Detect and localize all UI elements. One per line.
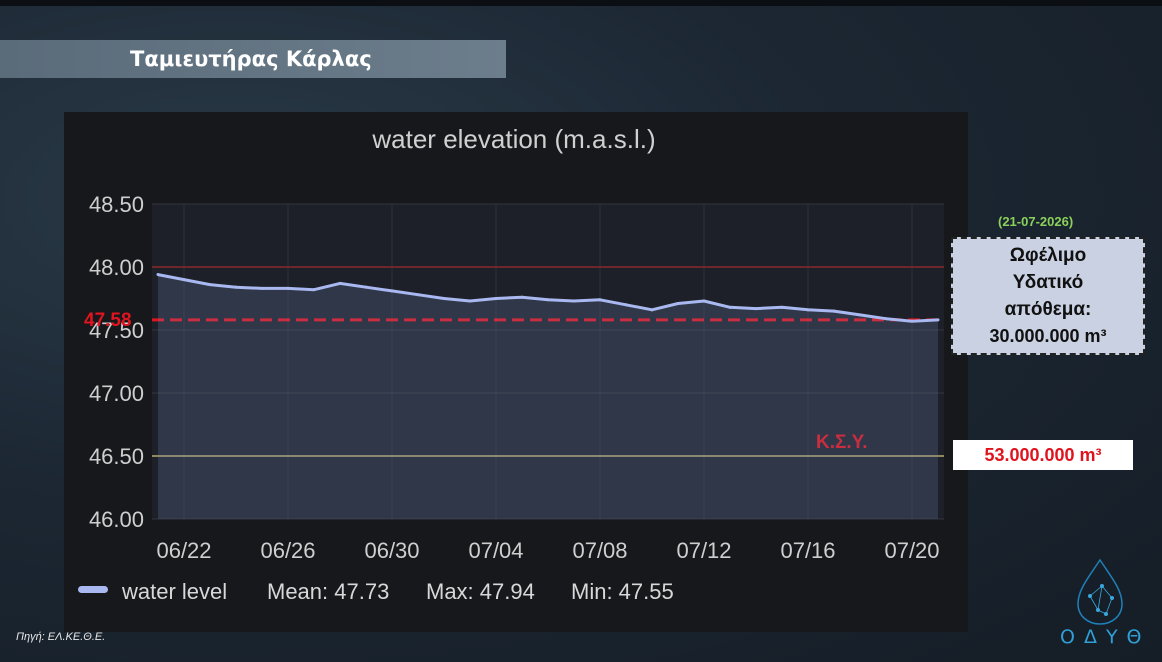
storage-box: Ωφέλιμο Υδατικό απόθεμα: 30.000.000 m³ [951, 237, 1145, 355]
legend-max: Max: 47.94 [426, 579, 535, 604]
data-point [182, 278, 186, 282]
y-tick-label: 48.00 [89, 255, 144, 280]
series-area [158, 274, 938, 519]
data-point [494, 297, 498, 300]
legend-swatch [78, 586, 108, 593]
x-tick-label: 06/30 [364, 538, 419, 563]
data-point [286, 286, 290, 290]
data-point [676, 302, 680, 306]
data-point [208, 283, 212, 287]
storage-line-2: Υδατικό [1012, 272, 1084, 293]
chart-title: water elevation (m.a.s.l.) [371, 124, 655, 154]
data-point [936, 318, 940, 322]
data-point [884, 317, 888, 321]
data-point [728, 305, 732, 309]
x-tick-label: 07/16 [780, 538, 835, 563]
data-point [156, 273, 160, 277]
x-tick-label: 07/20 [884, 538, 939, 563]
y-tick-label: 48.50 [89, 192, 144, 217]
x-tick-label: 07/04 [468, 538, 523, 563]
y-tick-label: 47.00 [89, 381, 144, 406]
data-point [364, 285, 368, 289]
data-point [442, 297, 446, 300]
legend-series-label: water level [121, 579, 227, 604]
data-point [702, 299, 706, 303]
data-point [624, 303, 628, 307]
legend-min: Min: 47.55 [571, 579, 674, 604]
data-point [260, 286, 264, 290]
data-point [780, 305, 784, 309]
data-point [598, 298, 602, 302]
ksy-label: Κ.Σ.Υ. [816, 432, 868, 453]
data-point [858, 313, 862, 317]
storage-volume: 30.000.000 m³ [989, 326, 1107, 346]
data-point [754, 307, 758, 311]
x-tick-label: 06/22 [156, 538, 211, 563]
ksy-volume: 53.000.000 m³ [984, 444, 1102, 465]
page-title: Ταμιευτήρας Κάρλας [130, 47, 372, 71]
data-point [650, 308, 654, 312]
storage-line-3: απόθεμα: [1004, 299, 1092, 320]
data-point [832, 309, 836, 313]
top-bar [0, 0, 1162, 6]
data-point [546, 298, 550, 302]
data-point [520, 295, 524, 299]
data-point [806, 308, 810, 312]
chart-panel: water elevation (m.a.s.l.) 46.00 46.50 47.… [64, 112, 968, 632]
data-point [416, 293, 420, 297]
title-banner: Ταμιευτήρας Κάρλας [0, 40, 506, 78]
data-point [468, 299, 472, 303]
y-tick-label: 46.00 [89, 507, 144, 532]
water-drop-logo-icon [1077, 558, 1123, 625]
logo-text: ΟΔΥΘ [1060, 626, 1151, 648]
plot-area [152, 204, 944, 519]
source-note: Πηγή: ΕΛ.ΚΕ.Θ.Ε. [16, 631, 106, 643]
y-tick-label: 47.50 [89, 318, 144, 343]
data-point [572, 299, 576, 303]
storage-line-1: Ωφέλιμο [1009, 245, 1087, 266]
data-point [390, 289, 394, 293]
y-tick-label: 46.50 [89, 444, 144, 469]
data-point [312, 288, 316, 292]
x-tick-label: 06/26 [260, 538, 315, 563]
ksy-volume-box: 53.000.000 m³ [953, 440, 1133, 470]
reference-line-label: 47.58 [84, 310, 132, 331]
x-tick-label: 07/12 [676, 538, 731, 563]
legend-mean: Mean: 47.73 [267, 579, 389, 604]
data-point [338, 281, 342, 285]
data-point [910, 319, 914, 323]
data-point [234, 285, 238, 289]
x-tick-label: 07/08 [572, 538, 627, 563]
water-elevation-chart: water elevation (m.a.s.l.) 46.00 46.50 47.… [78, 124, 944, 604]
date-label: (21-07-2026) [998, 214, 1074, 229]
